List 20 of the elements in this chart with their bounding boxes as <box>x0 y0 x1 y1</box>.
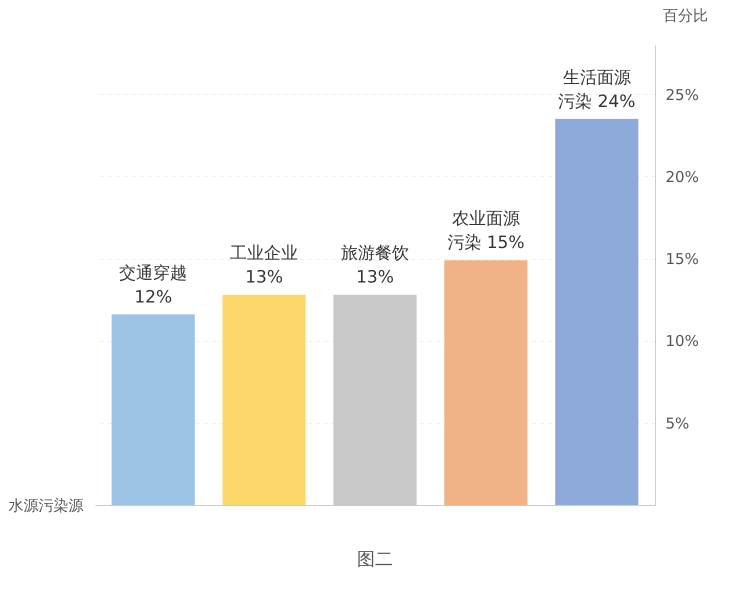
y-axis-title: 百分比 <box>663 6 708 24</box>
y-tick-label: 5% <box>666 414 690 432</box>
x-tick-label: 旅游餐饮 <box>341 244 409 264</box>
y-tick-label: 20% <box>666 168 699 186</box>
data-label: 13% <box>245 268 284 288</box>
text: 图二 <box>357 549 393 570</box>
category-label: 农业面源污染 15% <box>447 209 524 254</box>
data-label: 13% <box>356 268 394 288</box>
bar <box>444 260 528 505</box>
bar <box>112 314 195 505</box>
y-tick-label: 15% <box>666 250 699 268</box>
bar <box>555 118 638 505</box>
y-tick-label: 10% <box>666 332 699 350</box>
data-label: 12% <box>134 287 172 308</box>
x-tick-label: 工业企业 <box>230 244 298 264</box>
bar <box>222 294 306 505</box>
x-tick-label: 交通穿越 <box>119 263 188 284</box>
x-axis-title: 水源污染源 <box>8 496 84 514</box>
category-label: 生活面源污染 24% <box>558 68 636 112</box>
y-tick-label: 25% <box>666 86 699 104</box>
